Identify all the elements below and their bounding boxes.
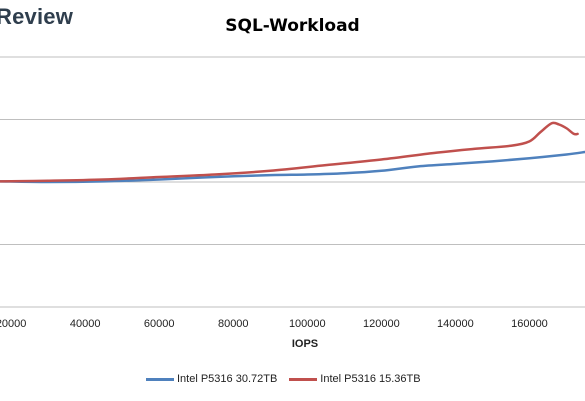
legend-item-series-2: Intel P5316 15.36TB bbox=[289, 373, 421, 385]
watermark-logo: Review bbox=[0, 4, 74, 29]
legend-label-series-1: Intel P5316 30.72TB bbox=[177, 373, 278, 385]
legend-item-series-1: Intel P5316 30.72TB bbox=[146, 373, 277, 385]
gridlines bbox=[0, 56, 585, 308]
series-line-2 bbox=[0, 121, 579, 183]
x-tick-label: 80000 bbox=[218, 318, 249, 330]
series-line-1 bbox=[0, 150, 585, 184]
series-lines bbox=[0, 121, 585, 184]
x-tick-label: 40000 bbox=[70, 318, 101, 330]
x-axis-label: IOPS bbox=[292, 338, 318, 350]
x-tick-label: 20000 bbox=[0, 318, 26, 330]
chart-title: SQL-Workload bbox=[225, 16, 360, 36]
x-tick-label: 60000 bbox=[144, 318, 175, 330]
x-tick-label: 140000 bbox=[437, 318, 474, 330]
legend-swatch-series-2 bbox=[289, 377, 318, 381]
x-tick-label: 120000 bbox=[363, 318, 400, 330]
legend-swatch-series-1 bbox=[146, 377, 174, 381]
x-tick-label: 100000 bbox=[289, 318, 326, 330]
x-tick-labels: 20000 40000 60000 80000 100000 120000 140000 16… bbox=[0, 318, 548, 330]
x-tick-label: 160000 bbox=[511, 318, 548, 330]
legend-label-series-2: Intel P5316 15.36TB bbox=[320, 373, 421, 385]
legend: Intel P5316 30.72TB Intel P5316 15.36TB bbox=[146, 373, 433, 385]
